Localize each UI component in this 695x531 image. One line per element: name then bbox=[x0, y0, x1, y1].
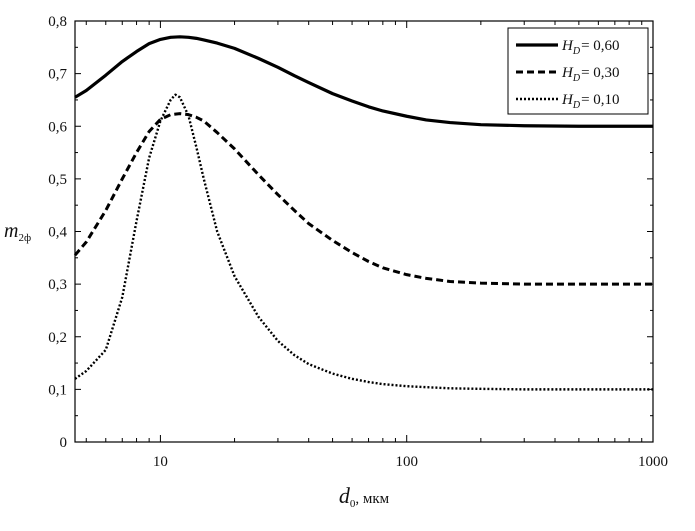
plot-axes bbox=[74, 20, 654, 443]
x-tick-label: 100 bbox=[395, 454, 418, 470]
tick-labels: 0 0,1 0,2 0,3 0,4 0,5 0,6 0,7 0,8 10 100 1000 bbox=[48, 14, 668, 470]
series-line-2 bbox=[73, 112, 653, 286]
y-tick-label: 0,8 bbox=[48, 14, 67, 30]
x-tick-label: 10 bbox=[153, 454, 168, 470]
y-axis-title: m2ф bbox=[4, 220, 31, 244]
y-tick-label: 0,3 bbox=[48, 277, 67, 293]
axis-titles: d0, мкм m2ф bbox=[4, 220, 390, 510]
x-axis-title: d0, мкм bbox=[339, 483, 390, 510]
y-tick-label: 0,4 bbox=[48, 225, 67, 241]
legend-label-2: HD= 0,30 bbox=[561, 65, 620, 84]
legend: HD= 0,60 HD= 0,30 HD= 0,10 bbox=[507, 27, 649, 115]
y-tick-label: 0 bbox=[60, 435, 68, 451]
y-tick-label: 0,2 bbox=[48, 330, 67, 346]
series-line-3 bbox=[74, 93, 653, 391]
y-tick-label: 0,1 bbox=[48, 382, 67, 398]
series-group bbox=[73, 35, 653, 391]
legend-label-1: HD= 0,60 bbox=[561, 38, 620, 57]
y-tick-label: 0,7 bbox=[48, 67, 67, 83]
y-tick-label: 0,5 bbox=[48, 172, 67, 188]
series-line-1 bbox=[74, 35, 653, 128]
legend-label-3: HD= 0,10 bbox=[561, 92, 620, 111]
y-tick-label: 0,6 bbox=[48, 119, 67, 135]
x-tick-label: 1000 bbox=[638, 454, 668, 470]
